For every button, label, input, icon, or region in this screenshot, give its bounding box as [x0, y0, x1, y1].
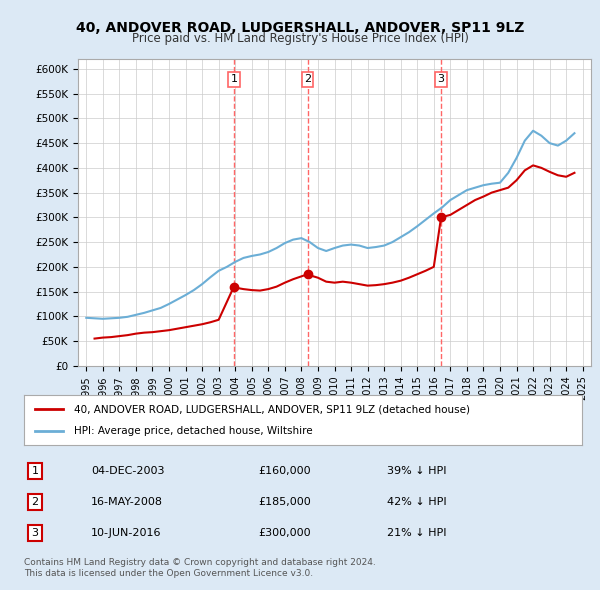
Text: £300,000: £300,000 [259, 528, 311, 538]
Text: Contains HM Land Registry data © Crown copyright and database right 2024.: Contains HM Land Registry data © Crown c… [24, 558, 376, 566]
Text: 40, ANDOVER ROAD, LUDGERSHALL, ANDOVER, SP11 9LZ: 40, ANDOVER ROAD, LUDGERSHALL, ANDOVER, … [76, 21, 524, 35]
Text: 1: 1 [230, 74, 238, 84]
Text: £185,000: £185,000 [259, 497, 311, 507]
Text: £160,000: £160,000 [259, 466, 311, 476]
Text: 21% ↓ HPI: 21% ↓ HPI [387, 528, 446, 538]
Text: 42% ↓ HPI: 42% ↓ HPI [387, 497, 446, 507]
Text: 2: 2 [32, 497, 39, 507]
Text: 40, ANDOVER ROAD, LUDGERSHALL, ANDOVER, SP11 9LZ (detached house): 40, ANDOVER ROAD, LUDGERSHALL, ANDOVER, … [74, 404, 470, 414]
Text: 16-MAY-2008: 16-MAY-2008 [91, 497, 163, 507]
Text: 3: 3 [437, 74, 445, 84]
Text: 1: 1 [32, 466, 38, 476]
Text: HPI: Average price, detached house, Wiltshire: HPI: Average price, detached house, Wilt… [74, 427, 313, 437]
Text: 3: 3 [32, 528, 38, 538]
Text: 39% ↓ HPI: 39% ↓ HPI [387, 466, 446, 476]
Text: Price paid vs. HM Land Registry's House Price Index (HPI): Price paid vs. HM Land Registry's House … [131, 32, 469, 45]
Text: 2: 2 [304, 74, 311, 84]
Text: 04-DEC-2003: 04-DEC-2003 [91, 466, 164, 476]
Text: This data is licensed under the Open Government Licence v3.0.: This data is licensed under the Open Gov… [24, 569, 313, 578]
Text: 10-JUN-2016: 10-JUN-2016 [91, 528, 161, 538]
